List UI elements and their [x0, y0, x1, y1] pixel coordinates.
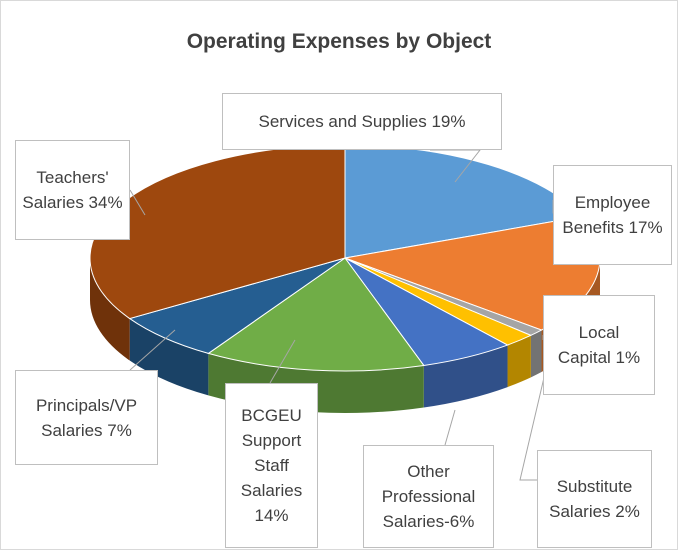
leader-lines — [129, 149, 561, 481]
leader-line — [430, 149, 482, 183]
data-label: Principals/VP Salaries 7% — [15, 370, 158, 465]
slice-wall — [507, 335, 531, 388]
slice-wall — [129, 318, 209, 396]
leader-line — [269, 339, 296, 384]
leader-line — [519, 351, 551, 481]
data-label: Employee Benefits 17% — [553, 165, 672, 265]
leader-line — [129, 189, 146, 216]
data-label: Substitute Salaries 2% — [537, 450, 652, 548]
chart-title: Operating Expenses by Object — [186, 30, 492, 53]
data-label: Other Professional Salaries-6% — [363, 445, 494, 548]
slice — [128, 257, 346, 354]
leader-line — [129, 329, 176, 371]
slice-wall — [90, 258, 130, 361]
leader-line — [444, 409, 456, 446]
slice — [207, 257, 425, 372]
data-label: BCGEU Support Staff Salaries 14% — [225, 383, 318, 548]
data-label: Services and Supplies 19% — [222, 93, 502, 150]
slice-wall — [423, 345, 508, 408]
slice-wall — [530, 330, 542, 378]
data-label: Teachers' Salaries 34% — [15, 140, 130, 240]
data-label: Local Capital 1% — [543, 295, 655, 395]
tops — [89, 144, 601, 372]
